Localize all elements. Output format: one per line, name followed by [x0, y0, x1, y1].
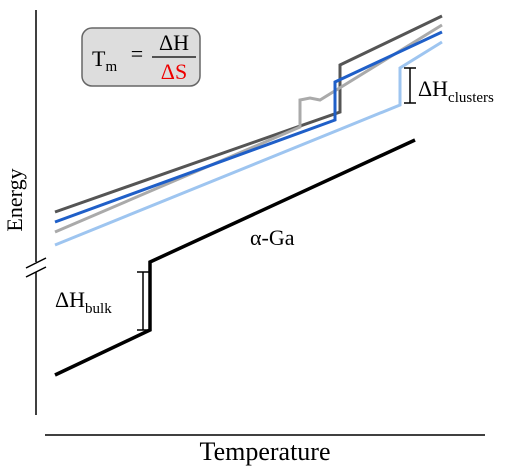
equals: =: [131, 41, 143, 66]
axis-break: [25, 266, 47, 278]
subscript: clusters: [448, 90, 494, 106]
x-axis-label: Temperature: [200, 437, 331, 466]
bulk-curve: [54, 138, 416, 377]
cluster-curve: [54, 30, 443, 224]
symbol: ΔH: [418, 76, 448, 101]
subscript: m: [105, 59, 117, 75]
bulk-label: ΔHbulk: [55, 287, 112, 317]
symbol: ΔH: [55, 287, 85, 312]
clusters-label: ΔHclusters: [418, 76, 494, 106]
bracket: [137, 271, 149, 331]
subscript: bulk: [85, 301, 112, 317]
symbol: T: [92, 46, 106, 71]
y-axis-label: Energy: [2, 168, 27, 231]
phase-label: α-Ga: [250, 225, 295, 250]
numerator: ΔH: [159, 30, 189, 55]
cluster-curve: [54, 23, 443, 234]
bracket: [404, 67, 416, 104]
denominator: ΔS: [161, 59, 187, 84]
cluster-curve: [54, 40, 443, 247]
axis-break: [25, 257, 47, 269]
formula-box: [81, 27, 201, 87]
formula-lhs: Tm: [92, 46, 117, 75]
